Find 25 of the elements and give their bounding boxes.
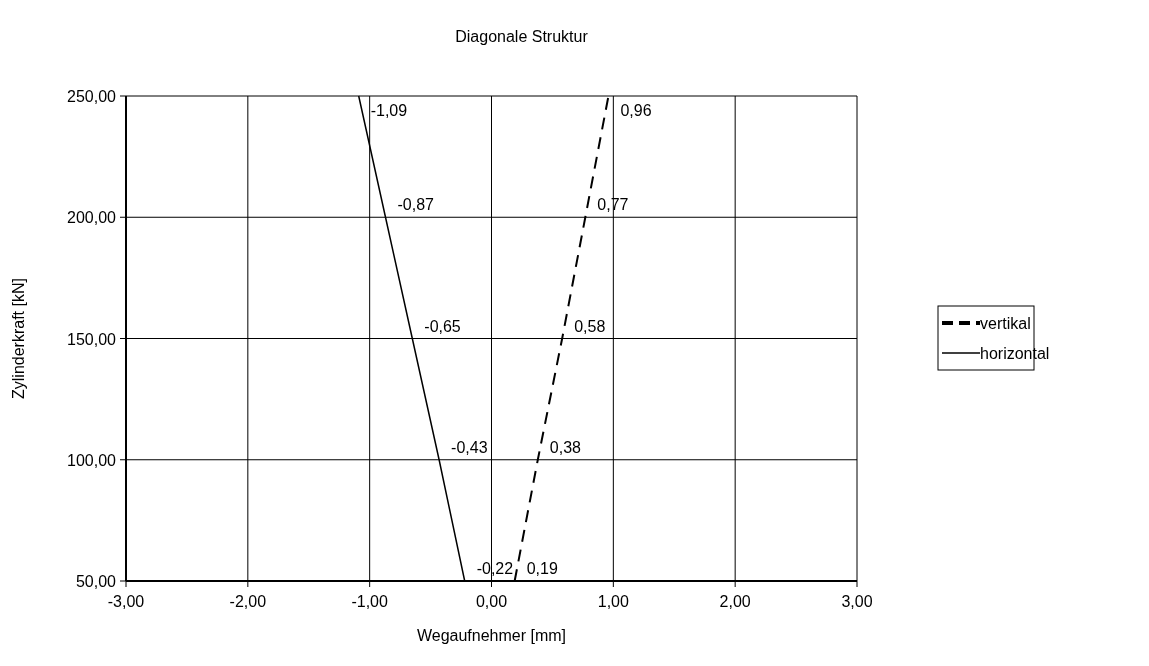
y-tick-label: 250,00	[67, 88, 117, 105]
y-tick-label: 200,00	[67, 209, 117, 227]
x-tick-label: 3,00	[841, 593, 873, 610]
annotation: -0,65	[424, 317, 461, 335]
annotation: -0,43	[451, 438, 488, 456]
x-tick-label: -1,00	[351, 593, 388, 610]
y-tick-label: 100,00	[67, 451, 117, 469]
annotation: 0,96	[620, 102, 652, 119]
legend-label: horizontal	[980, 345, 1050, 362]
y-tick-label: 150,00	[67, 330, 117, 348]
annotation: 0,58	[574, 317, 606, 335]
annotation: 0,38	[549, 438, 582, 456]
x-tick-label: -2,00	[229, 593, 267, 610]
x-tick-label: 1,00	[597, 593, 630, 610]
chart-title: Diagonale Struktur	[455, 28, 589, 45]
annotation: 0,19	[526, 560, 558, 577]
x-tick-label: -3,00	[107, 593, 145, 610]
x-tick-label: 0,00	[475, 593, 508, 610]
legend-label: vertikal	[980, 315, 1031, 332]
annotation: -1,09	[370, 102, 408, 119]
x-tick-label: 2,00	[719, 593, 751, 610]
annotation: -0,87	[397, 196, 435, 214]
x-axis-title: Wegaufnehmer [mm]	[416, 627, 567, 644]
y-tick-label: 50,00	[75, 573, 117, 590]
y-axis-title: Zylinderkraft [kN]	[10, 278, 27, 399]
